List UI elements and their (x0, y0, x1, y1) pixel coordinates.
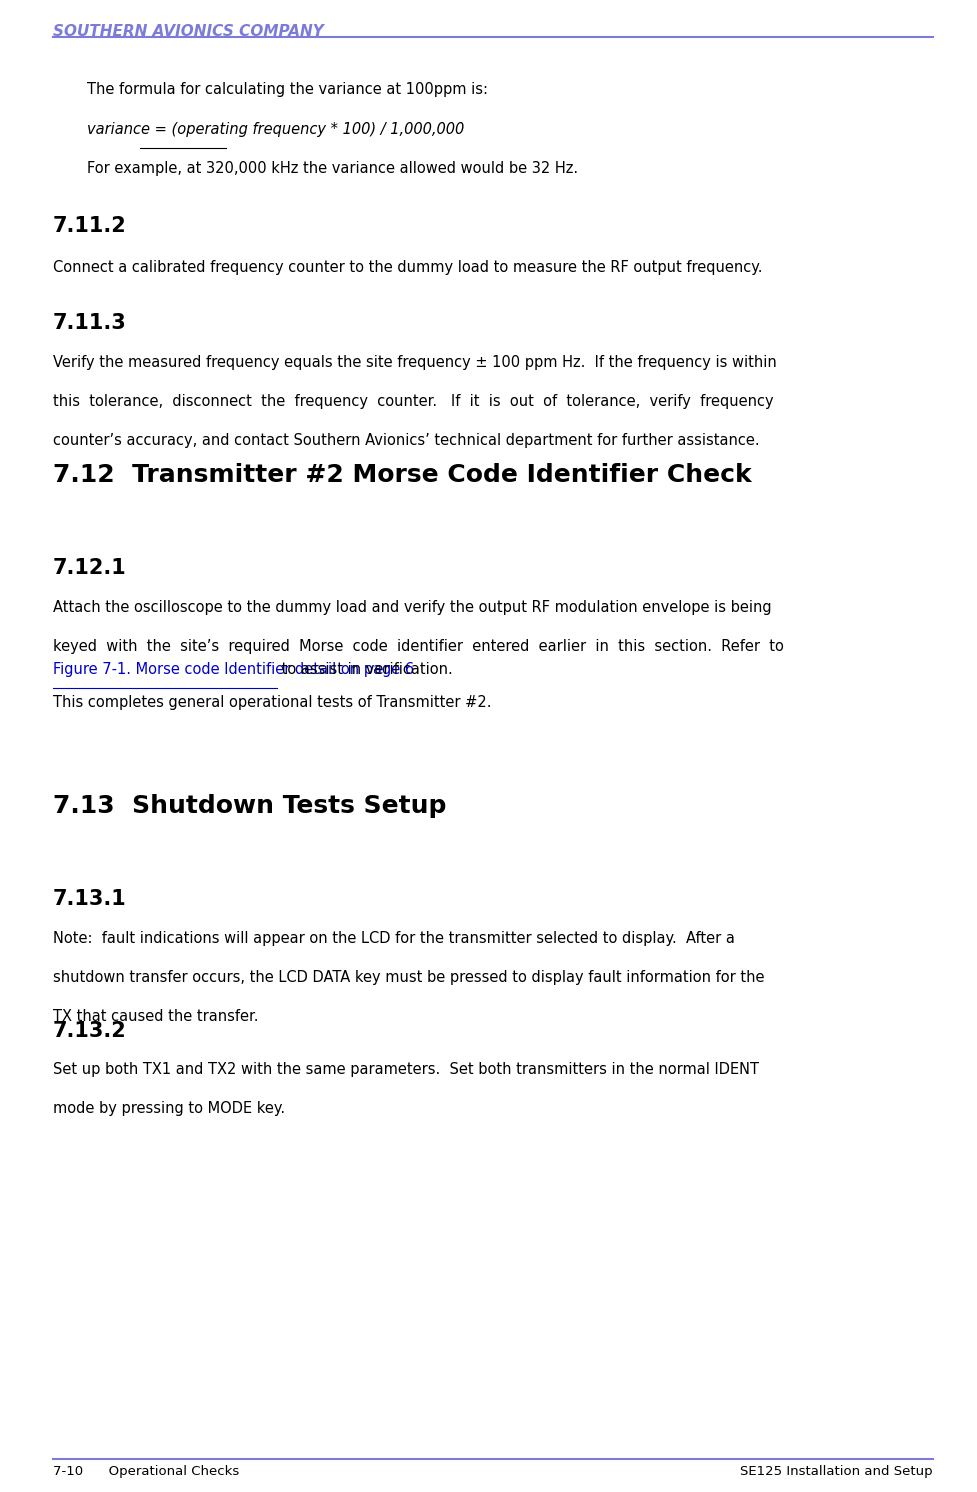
Text: Attach the oscilloscope to the dummy load and verify the output RF modulation en: Attach the oscilloscope to the dummy loa… (53, 600, 772, 615)
Text: Set up both TX1 and TX2 with the same parameters.  Set both transmitters in the : Set up both TX1 and TX2 with the same pa… (53, 1062, 759, 1077)
Text: TX that caused the transfer.: TX that caused the transfer. (53, 1009, 258, 1024)
Text: Connect a calibrated frequency counter to the dummy load to measure the RF outpu: Connect a calibrated frequency counter t… (53, 260, 762, 275)
Text: For example, at 320,000 kHz the variance allowed would be 32 Hz.: For example, at 320,000 kHz the variance… (87, 161, 577, 176)
Text: counter’s accuracy, and contact Southern Avionics’ technical department for furt: counter’s accuracy, and contact Southern… (53, 433, 759, 448)
Text: variance = (operating frequency * 100) / 1,000,000: variance = (operating frequency * 100) /… (87, 122, 464, 137)
Text: 7.13.2: 7.13.2 (53, 1021, 127, 1040)
Text: Figure 7-1. Morse code Identifier detail on page 6: Figure 7-1. Morse code Identifier detail… (53, 662, 414, 677)
Text: 7.13.1: 7.13.1 (53, 889, 127, 909)
Text: shutdown transfer occurs, the LCD DATA key must be pressed to display fault info: shutdown transfer occurs, the LCD DATA k… (53, 970, 764, 985)
Text: 7-10      Operational Checks: 7-10 Operational Checks (53, 1465, 239, 1479)
Text: 7.13  Shutdown Tests Setup: 7.13 Shutdown Tests Setup (53, 794, 446, 818)
Text: mode by pressing to MODE key.: mode by pressing to MODE key. (53, 1101, 285, 1116)
Text: This completes general operational tests of Transmitter #2.: This completes general operational tests… (53, 695, 491, 710)
Text: this  tolerance,  disconnect  the  frequency  counter.   If  it  is  out  of  to: this tolerance, disconnect the frequency… (53, 394, 774, 409)
Text: SE125 Installation and Setup: SE125 Installation and Setup (741, 1465, 933, 1479)
Text: 7.12  Transmitter #2 Morse Code Identifier Check: 7.12 Transmitter #2 Morse Code Identifie… (53, 463, 751, 486)
Text: 7.12.1: 7.12.1 (53, 558, 127, 577)
Text: keyed  with  the  site’s  required  Morse  code  identifier  entered  earlier  i: keyed with the site’s required Morse cod… (53, 639, 784, 653)
Text: Note:  fault indications will appear on the LCD for the transmitter selected to : Note: fault indications will appear on t… (53, 931, 735, 946)
Text: 7.11.2: 7.11.2 (53, 216, 127, 236)
Text: 7.11.3: 7.11.3 (53, 313, 127, 333)
Text: The formula for calculating the variance at 100ppm is:: The formula for calculating the variance… (87, 82, 488, 97)
Text: SOUTHERN AVIONICS COMPANY: SOUTHERN AVIONICS COMPANY (53, 24, 323, 39)
Text: Verify the measured frequency equals the site frequency ± 100 ppm Hz.  If the fr: Verify the measured frequency equals the… (53, 355, 777, 370)
Text: to assist in verification.: to assist in verification. (277, 662, 453, 677)
